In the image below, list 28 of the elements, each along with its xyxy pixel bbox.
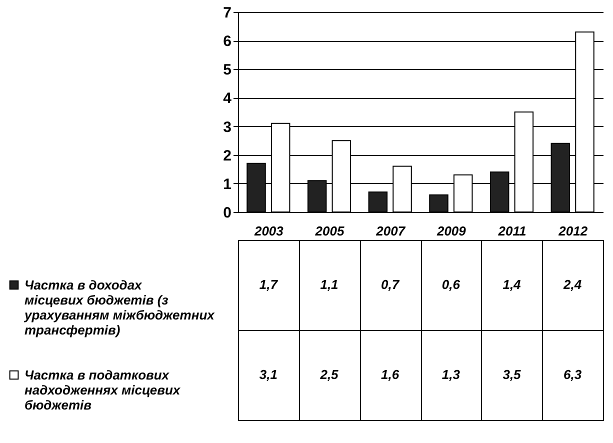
x-tick-label: 2011: [497, 224, 526, 238]
x-tick-label: 2009: [436, 224, 467, 238]
data-label: 3,1: [259, 367, 278, 382]
y-tick-label: 6: [223, 33, 232, 50]
x-tick-label: 2007: [375, 224, 406, 238]
y-tick-label: 3: [223, 118, 232, 136]
y-tick-label: 5: [223, 62, 232, 79]
data-label: 1,3: [442, 367, 461, 382]
data-label: 0,7: [381, 277, 400, 292]
data-label: 6,3: [564, 367, 582, 382]
data-label: 0,6: [442, 277, 461, 292]
x-tick-label: 2005: [314, 224, 345, 238]
y-tick-label: 0: [223, 204, 232, 222]
data-label: 3,5: [502, 367, 522, 382]
y-tick-label: 2: [223, 147, 232, 164]
y-tick-label: 4: [223, 90, 232, 108]
data-label: 2,4: [562, 277, 582, 292]
legend-label: Частка в податкових надходженнях місцевих бюджетів: [24, 368, 181, 412]
data-label: 1,7: [259, 277, 278, 292]
y-tick-label: 7: [223, 4, 232, 22]
data-label: 1,1: [320, 277, 338, 292]
legend-label: Частка в доходах місцевих бюджетів (з урахуванням міжбюджетних трансфертів): [24, 278, 216, 338]
data-label: 1,4: [502, 277, 522, 292]
y-tick-label: 1: [223, 176, 232, 193]
data-label: 2,5: [319, 367, 340, 382]
x-tick-label: 2012: [558, 224, 588, 238]
data-label: 1,6: [381, 367, 400, 382]
x-tick-label: 2003: [253, 224, 284, 238]
